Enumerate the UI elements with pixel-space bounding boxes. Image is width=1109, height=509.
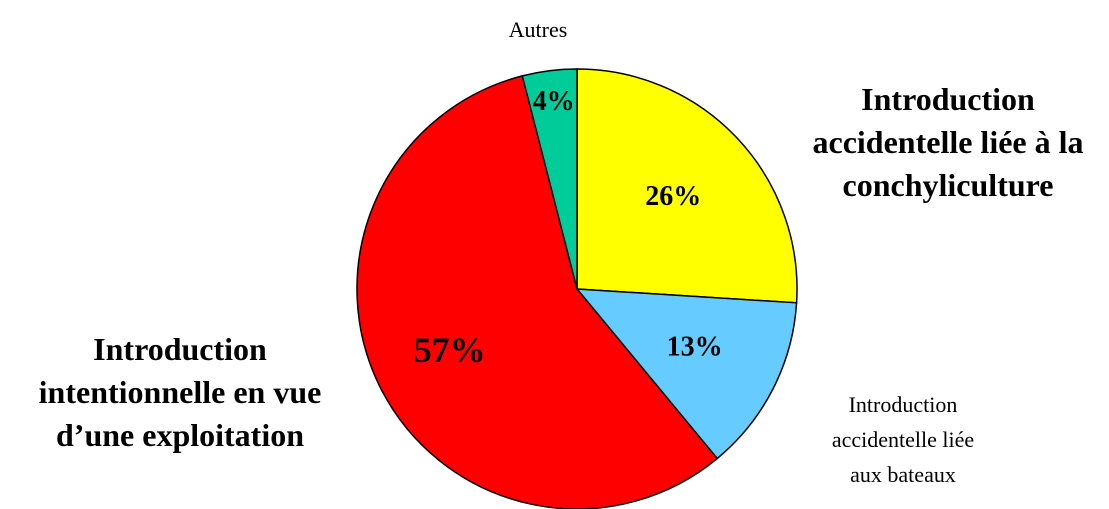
value-label: 13% <box>667 331 723 362</box>
category-label: Introduction accidentelle liée aux batea… <box>831 392 975 487</box>
category-label: Autres <box>508 17 568 42</box>
pie-slice <box>575 288 798 460</box>
value-label: 26% <box>645 181 701 212</box>
pie-slice <box>576 68 798 304</box>
value-label: 57% <box>414 330 486 370</box>
pie-slice <box>356 74 719 509</box>
pie-slice <box>521 68 578 290</box>
value-label: 4% <box>533 86 575 117</box>
category-label: Introduction accidentelle liée à la conc… <box>812 81 1084 203</box>
category-label: Introduction intentionnelle en vue d’une… <box>38 331 322 453</box>
